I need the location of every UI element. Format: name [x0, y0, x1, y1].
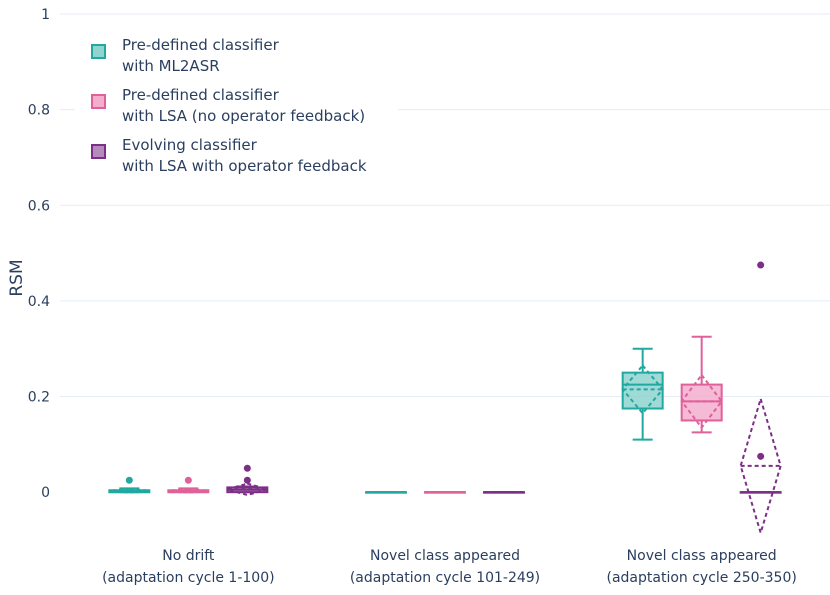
x-tick-label: No drift (adaptation cycle 1-100) [102, 548, 275, 586]
outlier-point [243, 464, 251, 472]
legend-swatch [91, 94, 106, 109]
outlier-point [125, 476, 133, 484]
box-plot[interactable] [365, 491, 407, 494]
box-plot[interactable] [680, 335, 723, 434]
x-tick-label: Novel class appeared (adaptation cycle 25… [607, 548, 797, 586]
sd-diamond [109, 487, 150, 494]
box-plots [108, 261, 782, 537]
box-plot[interactable] [108, 476, 151, 494]
legend-label: Evolving classifier with LSA with operato… [122, 136, 367, 175]
box-plot[interactable] [739, 261, 782, 537]
y-tick-label: 1 [41, 7, 50, 23]
sd-diamond [739, 395, 782, 537]
legend-swatch [91, 44, 106, 59]
outlier-point [757, 452, 765, 460]
y-tick-label: 0.2 [28, 390, 50, 406]
box-plot[interactable] [621, 347, 664, 441]
legend-label: Pre-defined classifier with ML2ASR [122, 36, 280, 75]
box-plot[interactable] [424, 491, 466, 494]
sd-diamond [680, 373, 723, 430]
legend-item[interactable]: Pre-defined classifier with ML2ASR [91, 36, 280, 75]
legend-item[interactable]: Evolving classifier with LSA with operato… [91, 136, 367, 175]
y-tick-label: 0 [41, 485, 50, 501]
legend-item[interactable]: Pre-defined classifier with LSA (no opera… [91, 86, 365, 125]
box [621, 371, 664, 410]
box [680, 383, 723, 422]
legend-swatch [91, 144, 106, 159]
y-tick-label: 0.4 [28, 294, 50, 310]
legend-background [75, 23, 398, 183]
box-plot[interactable] [483, 491, 525, 494]
x-tick-label: Novel class appeared (adaptation cycle 10… [350, 548, 540, 586]
outlier-point [243, 476, 251, 484]
box-plot[interactable] [167, 476, 210, 494]
outlier-point [184, 476, 192, 484]
y-axis-ticks: 0 0.2 0.4 0.6 0.8 1 [28, 7, 50, 501]
x-axis-ticks: No drift (adaptation cycle 1-100) Novel cl… [102, 548, 797, 586]
sd-diamond [168, 487, 209, 494]
legend-label: Pre-defined classifier with LSA (no opera… [122, 86, 365, 125]
outlier-point [757, 261, 765, 269]
y-tick-label: 0.6 [28, 198, 50, 214]
box-plot[interactable] [223, 464, 271, 497]
y-axis-title: RSM [7, 259, 27, 296]
legend[interactable]: Pre-defined classifier with ML2ASR Pre-def… [75, 23, 398, 183]
y-tick-label: 0.8 [28, 103, 50, 119]
